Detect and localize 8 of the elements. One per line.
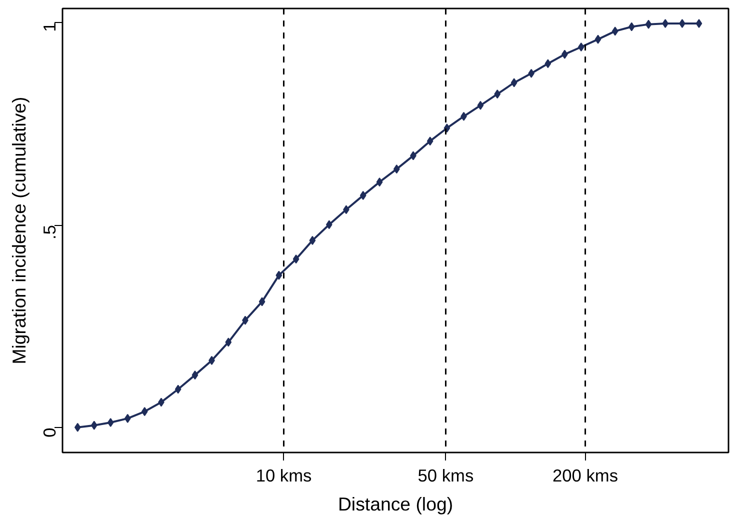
y-tick-label: .5 bbox=[40, 225, 60, 240]
x-tick-label: 10 kms bbox=[256, 466, 312, 486]
x-tick-label: 200 kms bbox=[552, 466, 618, 486]
x-tick-label: 50 kms bbox=[418, 466, 474, 486]
y-tick-label: 1 bbox=[40, 22, 60, 32]
y-tick-label: 0 bbox=[40, 428, 60, 438]
y-axis-title: Migration incidence (cumulative) bbox=[8, 96, 30, 364]
x-axis-title: Distance (log) bbox=[338, 494, 454, 514]
